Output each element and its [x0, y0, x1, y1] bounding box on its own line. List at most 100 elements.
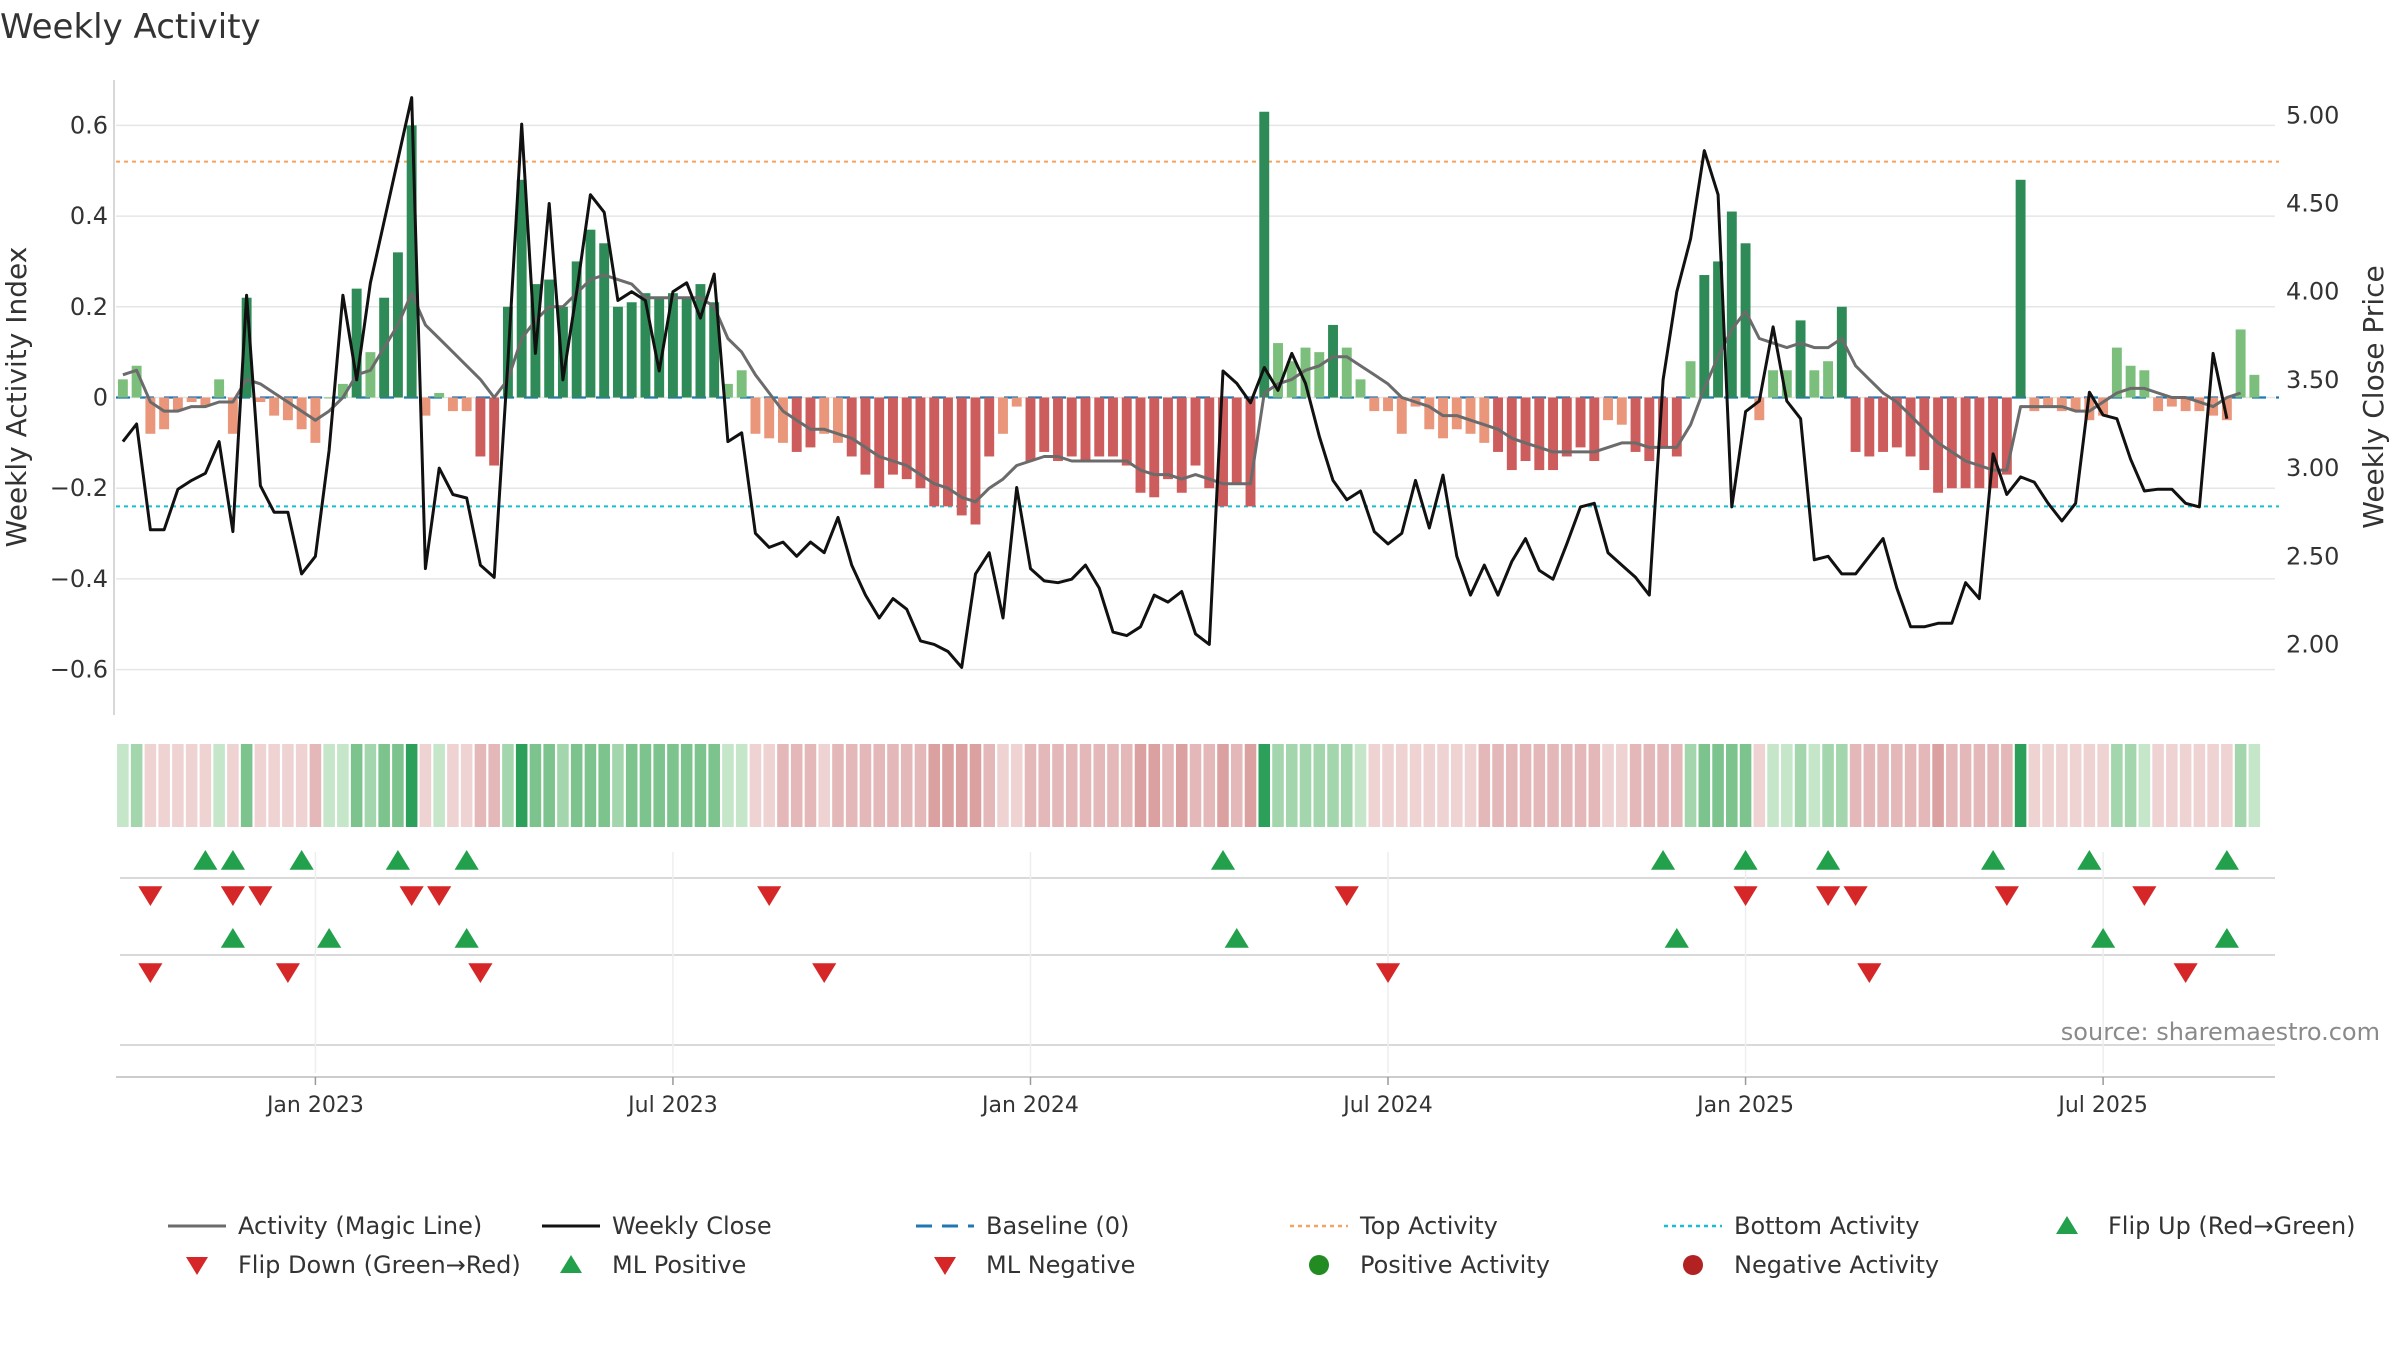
heat-cell	[1574, 744, 1587, 827]
flip-up-marker	[2077, 850, 2102, 870]
heat-cell	[1258, 744, 1271, 827]
activity-bar	[915, 397, 926, 489]
heat-cell	[1794, 744, 1807, 827]
legend-label: Activity (Magic Line)	[238, 1212, 482, 1240]
heat-cell	[172, 744, 184, 827]
activity-bar	[200, 397, 211, 407]
heat-cell	[2042, 744, 2054, 827]
activity-bar	[778, 397, 788, 443]
heat-cell	[144, 744, 157, 827]
activity-bar	[1121, 397, 1132, 466]
heat-cell	[1093, 744, 1106, 827]
activity-bar	[1355, 379, 1366, 398]
heat-cell	[1712, 744, 1724, 827]
x-tick-label: Jul 2024	[1341, 1093, 1433, 1118]
activity-bar	[1066, 397, 1077, 457]
heat-cell	[1602, 744, 1614, 827]
heat-cell	[955, 744, 968, 827]
right-axis: 5.00 4.50 4.00 3.50 3.00 2.50 2.00	[2286, 101, 2339, 658]
x-tick-label: Jan 2023	[265, 1093, 364, 1118]
heat-cell	[2083, 744, 2096, 827]
heat-cell	[2166, 744, 2178, 827]
heat-cell	[859, 744, 872, 827]
activity-bar	[585, 229, 596, 398]
flip-down-marker	[399, 886, 424, 906]
ml-negative-marker	[1375, 963, 1401, 983]
flip-down-marker	[757, 886, 782, 906]
activity-bar	[833, 397, 843, 443]
activity-bar	[1465, 397, 1476, 434]
heat-cell	[1423, 744, 1436, 827]
heat-cell	[392, 744, 404, 827]
legend-item: Positive Activity	[1309, 1251, 1550, 1279]
flip-up-marker	[1733, 850, 1758, 870]
lines	[121, 96, 2242, 669]
activity-bar	[612, 306, 623, 398]
activity-bar	[956, 397, 967, 516]
activity-bar	[1740, 243, 1751, 398]
activity-bar	[1204, 397, 1215, 489]
activity-bar	[1561, 397, 1572, 457]
heat-cell	[1327, 744, 1339, 827]
heat-cell	[1203, 744, 1216, 827]
activity-bar	[1300, 347, 1311, 398]
activity-bar	[489, 397, 500, 466]
activity-bar	[1988, 397, 1999, 489]
activity-bar	[2001, 397, 2012, 475]
right-tick-label: 4.50	[2286, 189, 2339, 217]
activity-bar	[1341, 347, 1352, 398]
heat-cell	[735, 744, 748, 827]
heat-cell	[2248, 744, 2261, 827]
heat-cell	[2221, 744, 2233, 827]
ml-negative-marker	[275, 963, 300, 983]
heat-cell	[1368, 744, 1381, 827]
heat-cell	[1079, 744, 1092, 827]
activity-bar	[1589, 397, 1600, 461]
heat-cell	[1272, 744, 1284, 827]
legend-item: Bottom Activity	[1664, 1212, 1919, 1240]
activity-bar	[1809, 370, 1820, 398]
activity-bar	[1190, 397, 1201, 466]
activity-bar	[557, 306, 568, 398]
heat-cell	[1918, 744, 1931, 827]
activity-bar	[1231, 397, 1242, 484]
activity-bar	[1259, 111, 1270, 398]
flip-down-marker	[1843, 886, 1868, 906]
activity-bar	[1176, 397, 1187, 493]
heat-cell	[1836, 744, 1848, 827]
heat-cell	[584, 744, 597, 827]
activity-bar	[337, 383, 348, 398]
heat-cell	[1684, 744, 1697, 827]
legend-label: Weekly Close	[612, 1212, 772, 1240]
heat-cell	[1230, 744, 1243, 827]
legend-label: Top Activity	[1359, 1212, 1498, 1240]
heat-cell	[845, 744, 858, 827]
magic-line	[122, 273, 2242, 504]
activity-bar	[406, 125, 417, 398]
activity-bar	[2180, 397, 2191, 412]
heat-cell	[1382, 744, 1394, 827]
activity-bar	[888, 397, 898, 475]
legend-item: Flip Down (Green→Red)	[186, 1251, 521, 1279]
activity-bar	[667, 293, 678, 398]
activity-bar	[695, 284, 706, 398]
flip-up-marker	[385, 850, 411, 870]
heat-cell	[1134, 744, 1147, 827]
activity-bar	[1836, 306, 1847, 398]
ml-negative-marker	[138, 963, 163, 983]
activity-bar	[544, 279, 555, 398]
activity-bar	[2111, 347, 2122, 398]
activity-bar	[722, 383, 733, 398]
activity-bar	[1768, 370, 1779, 398]
heat-cell	[1643, 744, 1656, 827]
legend-item: Activity (Magic Line)	[168, 1212, 482, 1240]
weekly-close-line	[121, 96, 2229, 669]
left-tick-label: 0.4	[70, 202, 108, 230]
x-tick-label: Jan 2024	[980, 1093, 1079, 1118]
activity-bar	[571, 261, 582, 398]
activity-bar	[1685, 361, 1696, 398]
flip-up-marker	[220, 850, 245, 870]
heat-cell	[433, 744, 445, 827]
legend-triangle-up-icon	[2056, 1216, 2078, 1234]
heat-cell	[612, 744, 624, 827]
